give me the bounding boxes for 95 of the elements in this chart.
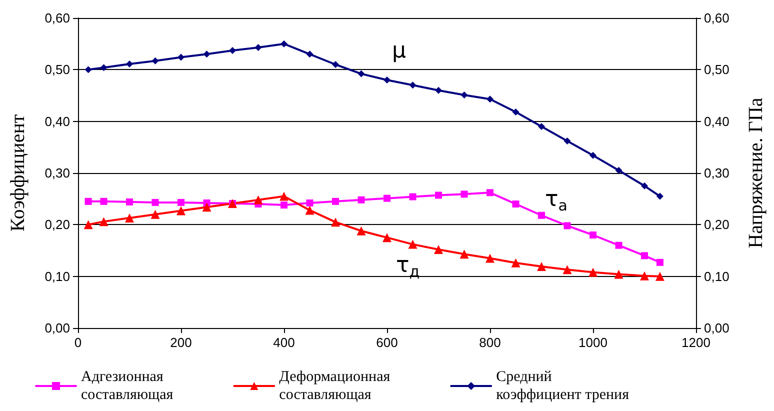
annotation: μ (392, 38, 406, 64)
point (615, 166, 622, 174)
y-tick-label: 0,20 (44, 217, 70, 232)
point (512, 108, 520, 116)
point (229, 47, 236, 54)
point (409, 193, 416, 200)
point (152, 198, 159, 206)
point (538, 212, 545, 219)
point (408, 240, 418, 249)
point (84, 66, 92, 74)
point (435, 86, 442, 94)
point (590, 152, 596, 159)
y-tick-label: 0,00 (44, 320, 70, 336)
x-tick-label: 600 (376, 335, 398, 350)
point (641, 182, 648, 190)
y2-tick-label: 0,50 (704, 62, 730, 78)
point (486, 189, 494, 196)
y-tick-label: 0,30 (44, 166, 70, 180)
point (640, 271, 649, 280)
legend-label: Адгезионная составляющая (81, 369, 174, 403)
point (126, 198, 133, 206)
y2-tick-label: 0,00 (704, 320, 730, 336)
x-tick-label: 1000 (578, 335, 608, 350)
point (178, 198, 184, 206)
point (384, 76, 390, 84)
point (203, 50, 210, 58)
point (460, 190, 468, 198)
y-tick-label: 0,40 (44, 114, 70, 129)
point (100, 64, 108, 72)
point (562, 265, 572, 274)
x-tick-label: 800 (479, 335, 501, 350)
y2-tick-label: 0,20 (704, 217, 730, 232)
point (84, 198, 92, 205)
point (382, 233, 392, 242)
point (656, 192, 664, 200)
point (614, 270, 624, 279)
point (588, 268, 598, 277)
point (331, 218, 340, 227)
point (512, 200, 520, 208)
point (126, 60, 133, 68)
y-tick-label: 0,50 (44, 62, 70, 78)
point (254, 195, 263, 204)
point (125, 213, 134, 222)
point (332, 198, 339, 205)
y2-tick-label: 0,30 (704, 166, 730, 180)
point (564, 222, 571, 230)
point (615, 242, 622, 249)
point (564, 137, 571, 144)
y2-axis-title: Напряжение. ГПа (745, 98, 767, 248)
point (384, 194, 390, 202)
point (306, 199, 314, 206)
y-axis-title: Коэффициент (7, 114, 29, 232)
point (100, 198, 108, 205)
point (176, 206, 186, 216)
point (538, 123, 545, 130)
y-tick-label: 0,60 (44, 10, 70, 26)
point (356, 226, 366, 236)
point (641, 252, 648, 260)
point (305, 206, 314, 215)
legend-label: Средний коэффициент трения (496, 369, 630, 403)
point (409, 82, 416, 89)
point (254, 44, 262, 51)
y2-tick-label: 0,40 (704, 114, 730, 129)
point (486, 96, 494, 103)
y2-tick-label: 0,10 (704, 268, 730, 284)
point (306, 50, 314, 58)
point (460, 250, 469, 259)
point (178, 54, 184, 61)
point (280, 40, 288, 48)
legend-label: Деформационная составляющая (279, 369, 390, 403)
point (358, 196, 365, 204)
x-tick-label: 0 (74, 335, 82, 350)
point (656, 258, 664, 266)
point (358, 70, 365, 78)
y2-tick-label: 0,60 (704, 10, 730, 26)
point (435, 192, 442, 199)
point (434, 244, 443, 254)
y-tick-label: 0,10 (44, 268, 70, 284)
point (152, 57, 159, 64)
point (460, 91, 468, 98)
point (511, 258, 520, 268)
x-tick-label: 400 (273, 335, 295, 350)
point (280, 192, 288, 201)
point (280, 202, 288, 209)
point (590, 232, 596, 238)
point (150, 210, 160, 219)
x-tick-label: 1200 (682, 335, 710, 350)
x-tick-label: 200 (170, 335, 192, 350)
point (486, 254, 494, 263)
point (84, 220, 93, 230)
point (332, 61, 339, 68)
point (537, 262, 546, 272)
point (202, 202, 212, 212)
point (99, 217, 108, 226)
point (655, 272, 664, 281)
